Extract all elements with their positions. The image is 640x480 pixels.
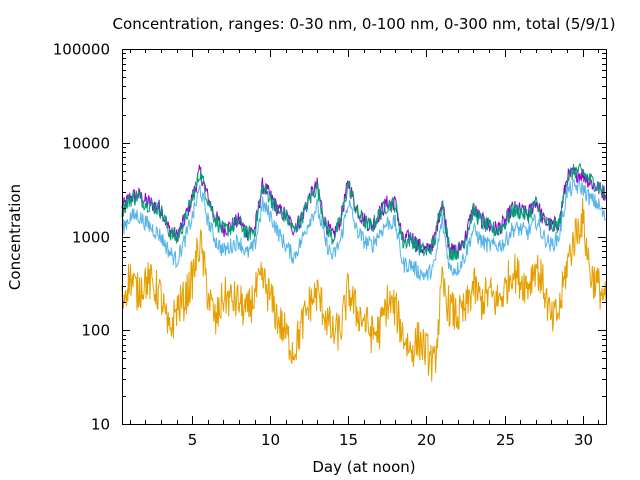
x-tick-label: 20 [417, 431, 436, 449]
chart-title: Concentration, ranges: 0-30 nm, 0-100 nm… [113, 15, 616, 33]
series-line-3 [121, 178, 607, 281]
y-tick-label: 100000 [53, 41, 110, 59]
x-tick-label: 10 [261, 431, 280, 449]
x-tick-label: 15 [339, 431, 358, 449]
x-tick-label: 25 [496, 431, 515, 449]
series-line-4 [121, 197, 607, 382]
y-tick-label: 10 [91, 416, 110, 434]
y-tick-label: 10000 [62, 135, 110, 153]
x-tick-label: 30 [574, 431, 593, 449]
x-tick-label: 5 [188, 431, 198, 449]
y-axis-label: Concentration [6, 184, 24, 290]
y-tick-label: 100 [81, 322, 110, 340]
ticks-layer: 10 100 1000 10000 100000 5 10 15 20 25 30 [53, 41, 606, 449]
series-line-2 [121, 162, 607, 261]
series-line-1 [121, 164, 607, 261]
x-axis-label: Day (at noon) [312, 458, 415, 476]
y-tick-label: 1000 [72, 229, 110, 247]
series-layer [121, 162, 607, 382]
